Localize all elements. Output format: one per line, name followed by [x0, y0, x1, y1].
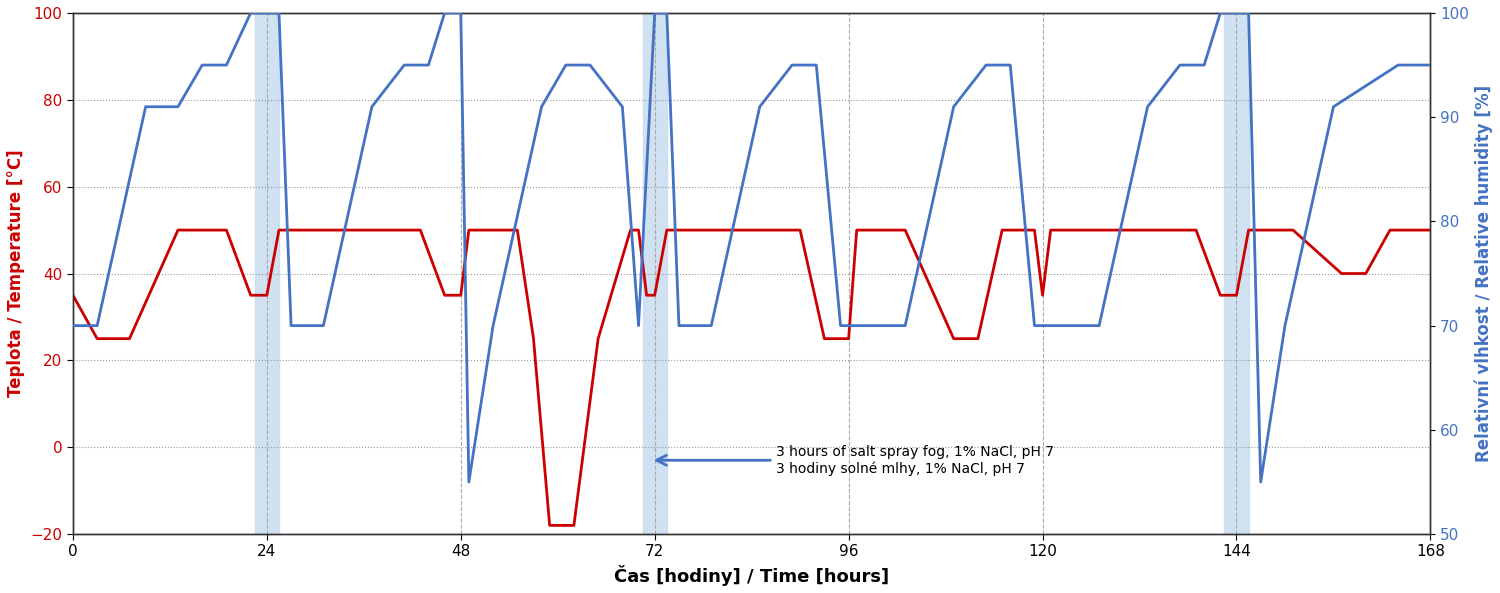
Y-axis label: Relativní vlhkost / Relative humidity [%]: Relativní vlhkost / Relative humidity [%…	[1474, 85, 1492, 462]
Bar	[642, 13, 668, 534]
Bar	[255, 13, 279, 534]
Text: 3 hours of salt spray fog, 1% NaCl, pH 7
3 hodiny solné mlhy, 1% NaCl, pH 7: 3 hours of salt spray fog, 1% NaCl, pH 7…	[657, 445, 1054, 476]
Bar	[1224, 13, 1248, 534]
Y-axis label: Teplota / Temperature [°C]: Teplota / Temperature [°C]	[8, 149, 26, 397]
X-axis label: Čas [hodiny] / Time [hours]: Čas [hodiny] / Time [hours]	[614, 565, 890, 586]
